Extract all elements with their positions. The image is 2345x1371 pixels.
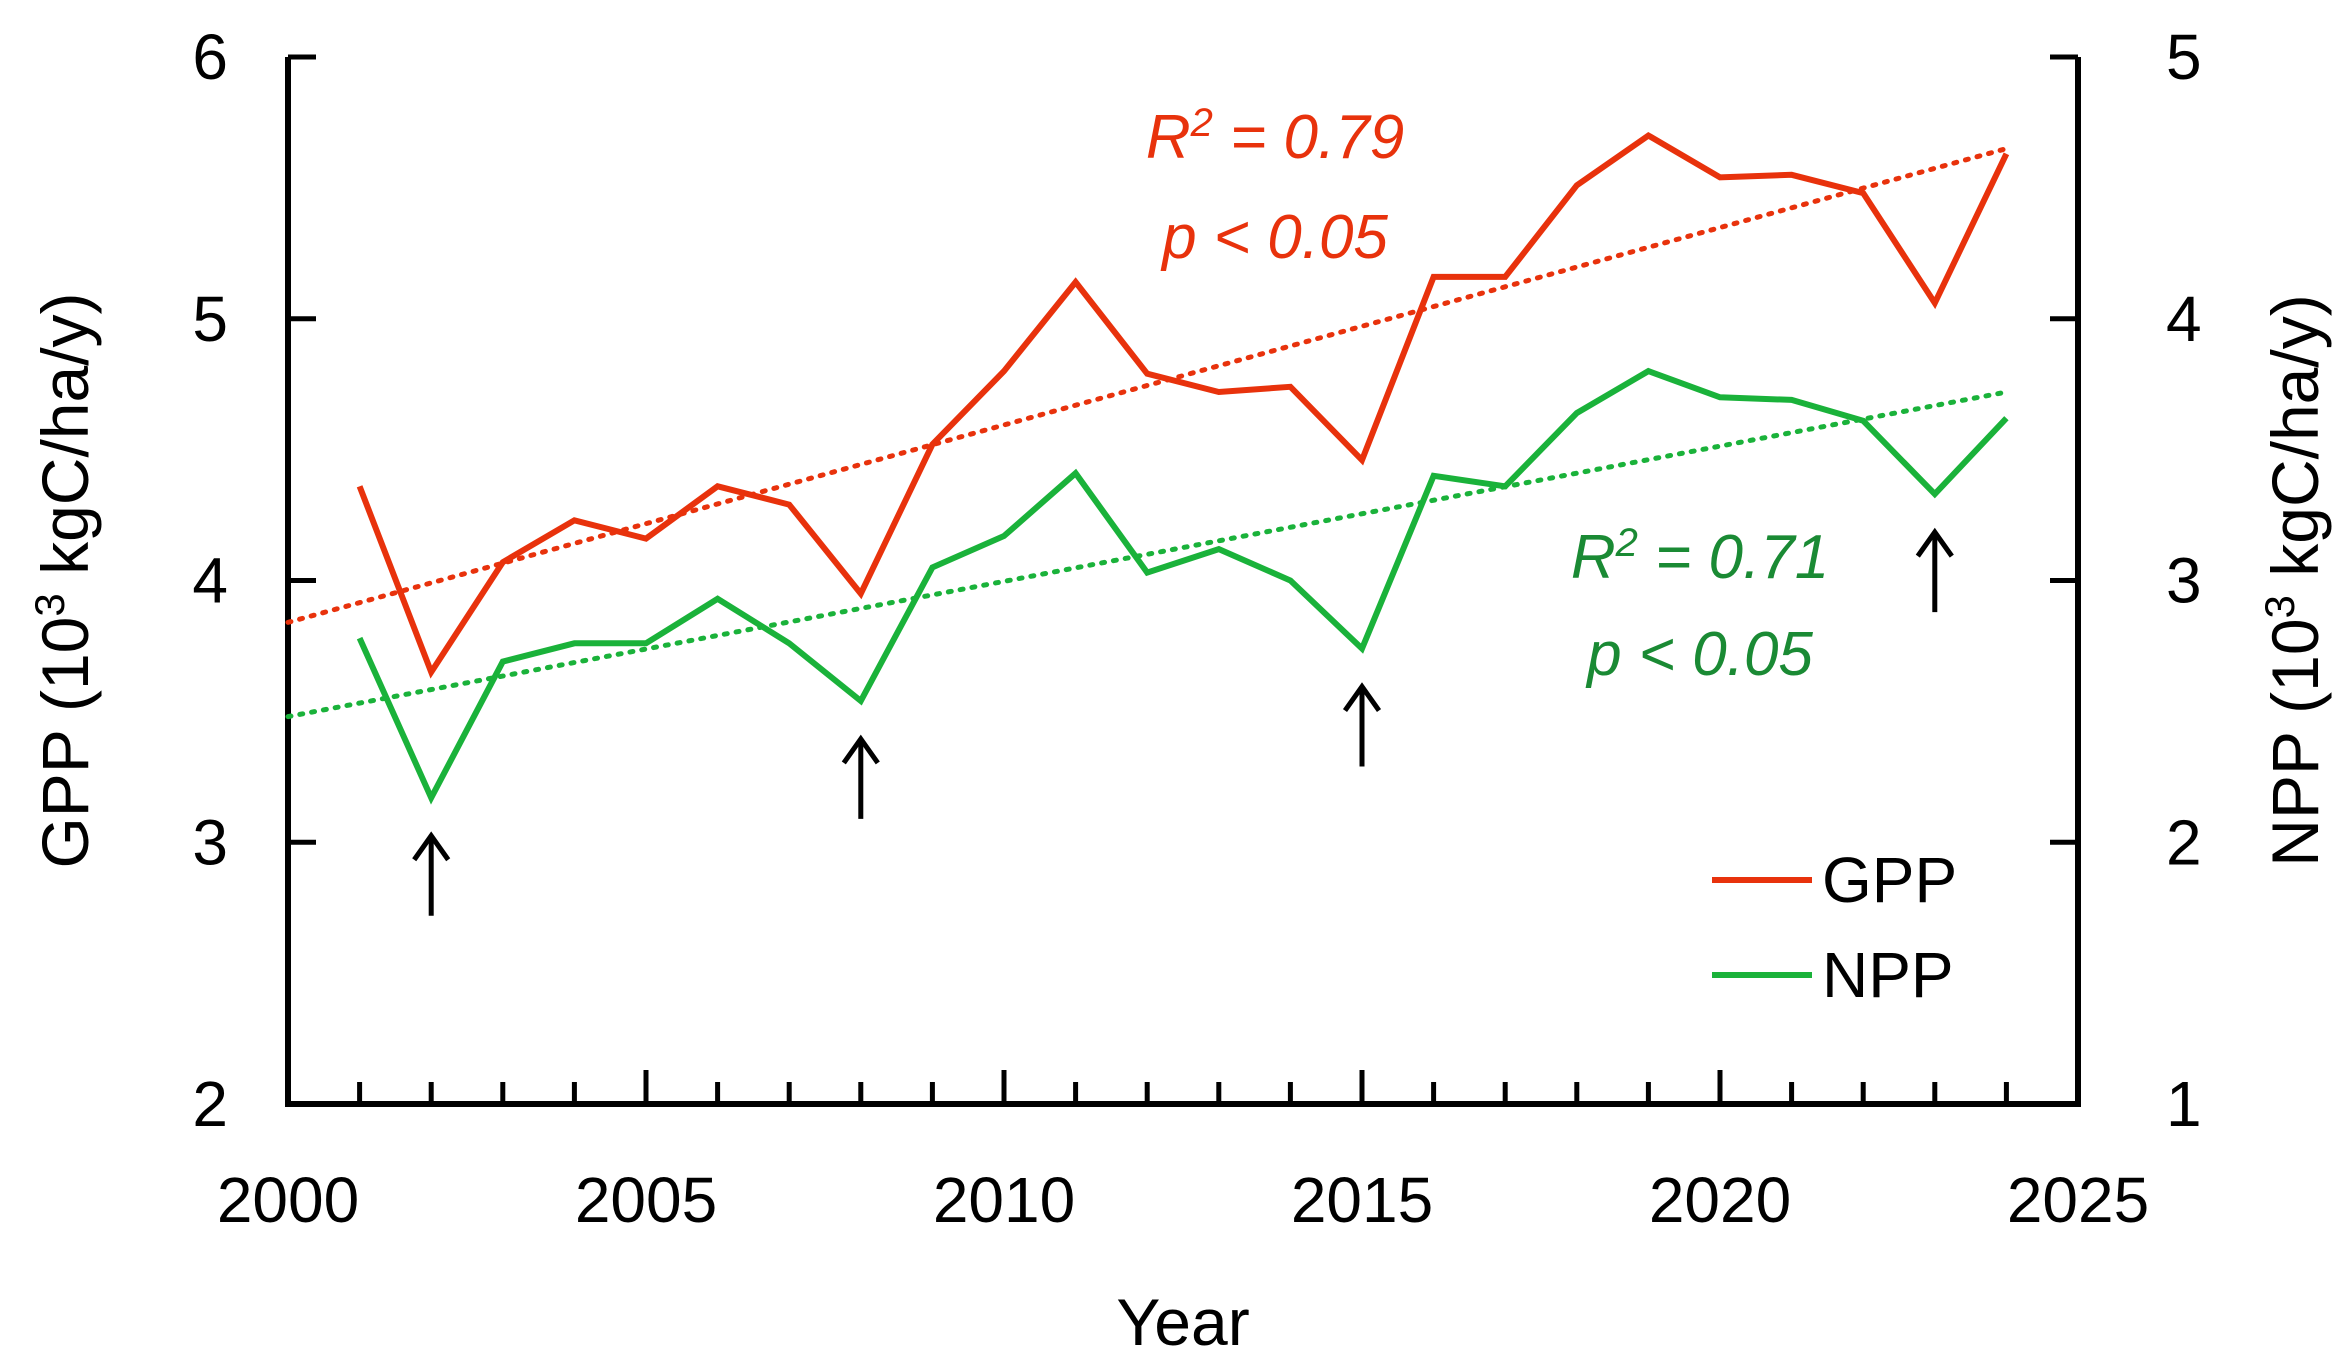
right-y-tick-label: 4 xyxy=(2166,283,2202,355)
npp-legend-label: NPP xyxy=(1822,939,1954,1011)
event-arrows xyxy=(412,527,1954,916)
gpp-legend-label: GPP xyxy=(1822,844,1957,916)
series-lines xyxy=(356,131,2010,805)
left-y-tick-label: 4 xyxy=(192,545,228,617)
gpp-series-line xyxy=(356,131,2010,679)
npp-series-line xyxy=(356,367,2009,805)
right-y-axis-title-prefix: NPP (10 xyxy=(2258,618,2332,866)
x-tick-label: 2005 xyxy=(575,1164,717,1236)
r2-superscript: 2 xyxy=(1615,521,1638,565)
npp-r2-label: R2 = 0.71 xyxy=(1571,521,1829,592)
up-arrow-icon xyxy=(412,831,451,916)
left-y-axis-title: GPP (103 kgC/ha/y) xyxy=(26,292,102,868)
npp-trend-line xyxy=(285,389,2009,720)
left-y-tick-label: 3 xyxy=(192,806,228,878)
x-tick-label: 2000 xyxy=(217,1164,359,1236)
axes: 2000 2005 2010 2015 2020 2025 2 3 4 5 6 1 2 3 4 5 Year GP… xyxy=(26,21,2332,1359)
left-y-axis-title-prefix: GPP (10 xyxy=(28,617,102,869)
arrow-head xyxy=(412,831,451,862)
left-y-tick-label: 5 xyxy=(192,283,228,355)
gpp-trend-line xyxy=(285,146,2009,625)
right-y-axis-title-suffix: kgC/ha/y) xyxy=(2258,294,2332,595)
right-y-tick-label: 2 xyxy=(2166,806,2202,878)
gpp-p-value-label: p < 0.05 xyxy=(1160,203,1388,272)
trend-lines xyxy=(285,146,2009,720)
npp-p-value-label: p < 0.05 xyxy=(1585,620,1813,689)
right-y-tick-label: 1 xyxy=(2166,1068,2202,1140)
x-axis-title: Year xyxy=(1116,1285,1249,1359)
right-y-axis-title: NPP (103 kgC/ha/y) xyxy=(2256,294,2332,866)
left-y-axis-title-suffix: kgC/ha/y) xyxy=(28,292,102,593)
arrow-head xyxy=(1915,527,1954,558)
up-arrow-icon xyxy=(841,734,880,819)
arrow-head xyxy=(1342,682,1382,713)
x-tick-label: 2015 xyxy=(1291,1164,1433,1236)
r2-value: = 0.71 xyxy=(1638,523,1829,592)
r2-value: = 0.79 xyxy=(1213,103,1404,172)
right-y-tick-label: 5 xyxy=(2166,21,2202,93)
up-arrow-icon xyxy=(1915,527,1954,613)
x-tick-label: 2025 xyxy=(2007,1164,2149,1236)
x-tick-label: 2020 xyxy=(1649,1164,1791,1236)
left-y-axis-title-superscript: 3 xyxy=(26,593,73,616)
left-y-tick-label: 6 xyxy=(192,21,228,93)
arrow-head xyxy=(841,734,880,765)
r2-symbol: R xyxy=(1571,523,1616,592)
right-y-axis-title-superscript: 3 xyxy=(2256,595,2303,618)
right-y-tick-label: 3 xyxy=(2166,545,2202,617)
up-arrow-icon xyxy=(1342,682,1382,767)
left-y-tick-label: 2 xyxy=(192,1068,228,1140)
r2-superscript: 2 xyxy=(1190,101,1213,145)
legend: GPP NPP xyxy=(1712,844,1957,1011)
gpp-r2-label: R2 = 0.79 xyxy=(1146,101,1404,172)
x-tick-label: 2010 xyxy=(933,1164,1075,1236)
r2-symbol: R xyxy=(1146,103,1191,172)
